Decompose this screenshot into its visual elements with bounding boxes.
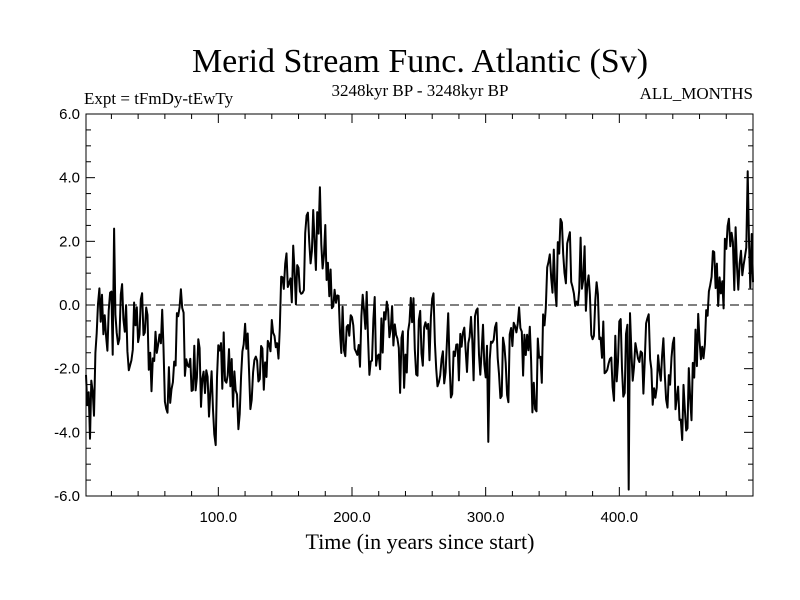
time-period-label: 3248kyr BP - 3248kyr BP — [332, 81, 509, 100]
y-tick-label: 0.0 — [59, 297, 80, 314]
y-tick-label: -4.0 — [54, 424, 80, 441]
experiment-label: Expt = tFmDy-tEwTy — [84, 89, 234, 108]
months-label: ALL_MONTHS — [640, 84, 753, 103]
y-tick-label: 2.0 — [59, 233, 80, 250]
y-tick-label: -2.0 — [54, 361, 80, 378]
y-tick-label: 4.0 — [59, 170, 80, 187]
y-tick-label: -6.0 — [54, 488, 80, 505]
chart-title: Merid Stream Func. Atlantic (Sv) — [192, 43, 648, 80]
x-tick-label: 400.0 — [601, 509, 639, 526]
x-axis-label: Time (in years since start) — [306, 529, 535, 554]
x-tick-label: 200.0 — [333, 509, 371, 526]
y-tick-label: 6.0 — [59, 106, 80, 123]
series-line — [85, 170, 754, 491]
x-tick-label: 300.0 — [467, 509, 505, 526]
x-tick-label: 100.0 — [200, 509, 238, 526]
plot-area: 100.0 200.0 300.0 400.0 -6.0 -4.0 -2.0 0.0 2.0 4.… — [54, 106, 754, 526]
